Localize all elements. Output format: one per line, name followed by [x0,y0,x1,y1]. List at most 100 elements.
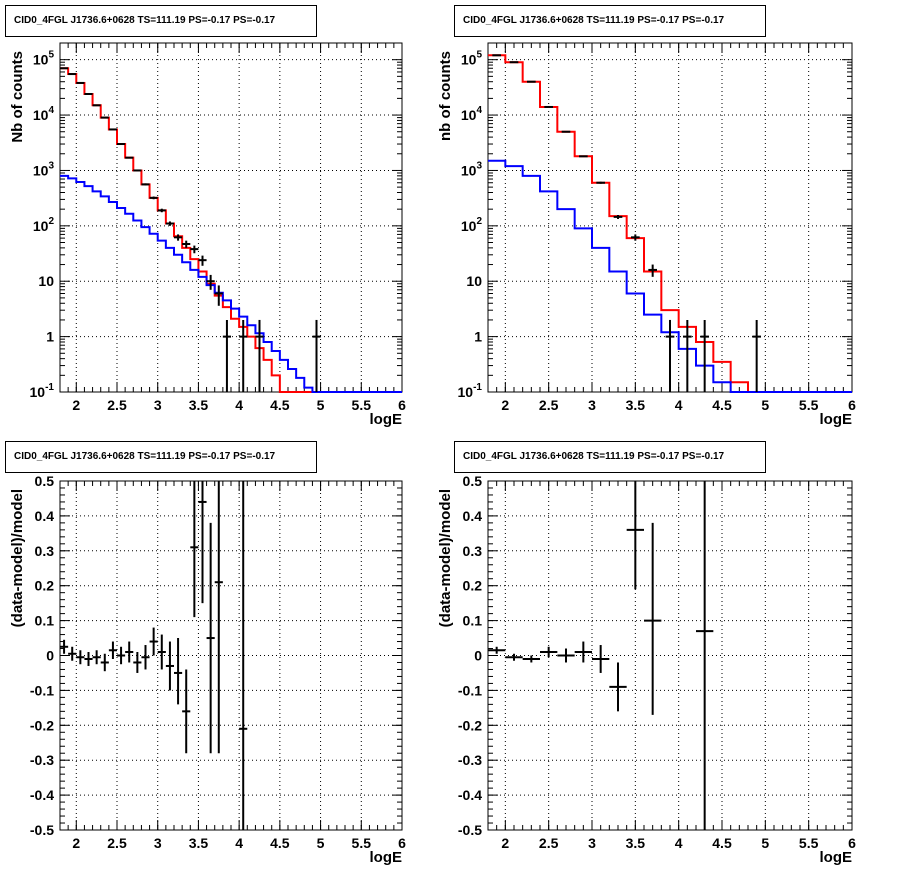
y-tick-label: -0.3 [30,752,54,768]
data-point [596,181,605,184]
data-point [557,648,575,663]
x-tick-label: 2.5 [539,835,559,851]
x-tick-label: 5 [761,397,769,413]
y-tick-label: 0.5 [463,473,483,489]
data-point [84,652,93,666]
data-point [214,481,223,754]
y-tick-label: 10 [466,273,482,289]
x-tick-label: 4 [675,835,683,851]
y-tick-label: 0.4 [35,508,55,524]
y-tick-label: 0 [46,648,54,664]
chart-panel-3: 2 2.5 3 3.5 4 4.5 5 5.5 6 -0.5 -0.4 -0.3 -0.2 -0.1 0 0.… [437,473,856,866]
y-tick-label: 10 [38,273,54,289]
title-box-bottom-left: CID0_4FGL J1736.6+0628 TS=111.19 PS=-0.1… [5,441,317,473]
data-point [174,638,183,705]
x-tick-label: 4 [235,835,243,851]
x-tick-label: 5 [317,835,325,851]
data-point [665,319,675,392]
data-point [100,653,109,672]
data-point [540,646,558,658]
data-point [76,650,85,665]
y-tick-label: 0.4 [463,508,483,524]
x-axis-label: logE [370,411,403,428]
data-point [488,646,506,654]
data-point [214,285,223,306]
x-axis-label: logE [820,411,853,428]
data-point [579,155,588,158]
data-point [117,646,126,665]
x-tick-label: 4 [675,397,683,413]
y-tick-label: 0.3 [35,543,55,559]
y-tick-label: 0.1 [35,613,55,629]
data-point [133,169,142,172]
y-axis-label: (data-model)/model [9,489,26,627]
y-tick-label: 1 [46,329,54,345]
x-tick-label: 2 [72,397,80,413]
data-point [133,652,142,673]
data-point [92,650,101,665]
data-point [752,319,761,392]
data-point [182,669,191,754]
data-point [683,319,692,392]
x-tick-label: 5.5 [799,835,819,851]
data-point [222,319,231,392]
data-point [149,196,158,200]
data-point [198,255,207,266]
plot-frame [59,42,403,393]
x-tick-label: 6 [848,397,856,413]
data-point [561,130,571,133]
y-tick-label: -0.1 [30,682,54,698]
x-tick-label: 2 [72,835,80,851]
x-tick-label: 3.5 [626,835,646,851]
chart-panel-2: 2 2.5 3 3.5 4 4.5 5 5.5 6 -0.5 -0.4 -0.3 -0.2 -0.1 0 0.… [9,473,406,866]
data-point [255,319,264,392]
x-tick-label: 2.5 [107,397,127,413]
y-tick-label: 102 [461,216,483,234]
data-point [206,274,215,290]
x-tick-label: 5 [761,835,769,851]
data-point [165,221,174,226]
x-tick-label: 3 [154,397,162,413]
data-point [644,522,662,715]
x-tick-label: 3 [154,835,162,851]
y-tick-label: 105 [33,50,55,68]
x-tick-label: 3.5 [189,397,209,413]
x-tick-label: 5.5 [352,835,372,851]
y-tick-label: 0.5 [35,473,55,489]
data-point [522,655,540,663]
y-tick-label: 1 [474,329,482,345]
x-tick-label: 4.5 [712,835,732,851]
data-point [100,116,109,119]
data-point [125,641,134,663]
data-point [141,183,150,186]
y-tick-label: -0.5 [458,822,482,838]
y-tick-label: 103 [33,160,55,178]
series-step-line-1 [60,174,402,393]
data-point [182,240,191,248]
x-tick-label: 6 [398,835,406,851]
x-axis-label: logE [820,849,853,866]
x-tick-label: 2 [501,835,509,851]
data-point [190,245,199,254]
data-point [206,522,215,754]
y-tick-label: -0.4 [458,787,482,803]
y-tick-label: 104 [461,105,483,123]
y-tick-label: 103 [461,160,483,178]
x-tick-label: 2.5 [539,397,559,413]
title-box-bottom-right: CID0_4FGL J1736.6+0628 TS=111.19 PS=-0.1… [454,441,766,473]
x-tick-label: 4.5 [712,397,732,413]
data-point [198,481,207,604]
x-tick-label: 5.5 [352,397,372,413]
x-tick-label: 2 [501,397,509,413]
data-point [700,319,709,392]
x-tick-label: 4 [235,397,243,413]
data-point [648,264,657,277]
series-step-line-1 [488,159,852,393]
data-point [190,481,199,618]
data-point [174,234,183,241]
y-axis-label: (data-model)/model [437,489,454,627]
y-tick-label: 0.3 [463,543,483,559]
plot-frame [59,480,403,831]
data-point [239,481,248,830]
data-point [696,481,714,830]
